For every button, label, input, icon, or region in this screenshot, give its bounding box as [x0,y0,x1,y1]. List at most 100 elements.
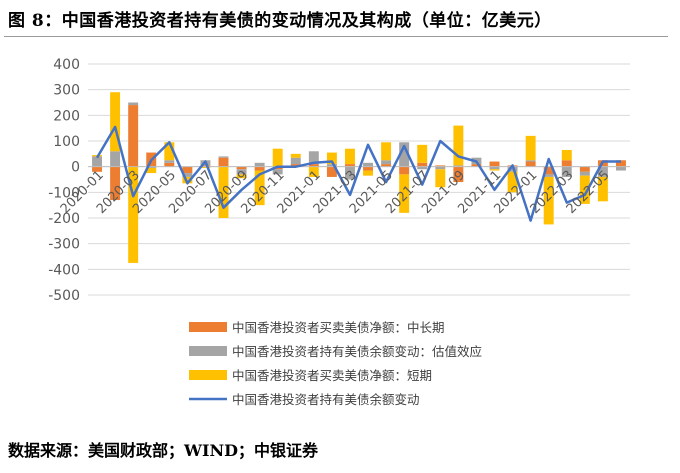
bar-short-term [399,174,410,213]
bar-long-term [489,161,500,167]
legend-label: 中国香港投资者买卖美债净额：中长期 [232,320,445,335]
bar-valuation [489,166,500,170]
bar-valuation [254,162,265,167]
legend-swatch [189,322,227,332]
y-tick-label: 0 [71,160,80,176]
bar-long-term [471,164,482,167]
bar-long-term [290,164,301,167]
bar-long-term [182,166,193,174]
y-tick-label: -100 [48,185,80,201]
bar-short-term [525,135,536,161]
bar-long-term [254,166,265,171]
bar-long-term [308,164,319,167]
bar-valuation [92,156,103,167]
bar-short-term [110,92,121,152]
bar-valuation [308,151,319,165]
bar-short-term [290,153,301,158]
legend-item-total-change: 中国香港投资者持有美债余额变动 [189,392,420,407]
bar-short-term [579,175,590,204]
legend-swatch [189,370,227,380]
bar-short-term [272,148,283,167]
bar-long-term [218,157,229,167]
bar-valuation [218,156,229,158]
line-series-total-change [95,125,621,222]
bar-short-term [344,148,355,165]
y-tick-label: -500 [48,288,80,304]
bar-valuation [128,102,139,106]
bar-valuation [435,166,446,170]
bar-valuation [363,162,374,167]
bar-valuation [290,157,301,165]
bar-short-term [146,167,157,174]
bar-short-term [543,176,554,225]
bar-valuation [344,166,355,180]
bar-short-term [597,176,608,202]
bar-short-term [453,125,464,166]
bar-valuation [272,169,283,175]
bar-short-term [218,166,229,218]
y-tick-label: -200 [48,211,80,227]
bar-short-term [381,142,392,161]
bar-short-term [363,170,374,176]
y-tick-label: 200 [53,108,80,124]
y-tick-label: -400 [48,262,80,278]
bar-long-term [399,166,410,175]
legend-item-long-term: 中国香港投资者买卖美债净额：中长期 [189,320,445,335]
bar-long-term [543,166,554,175]
bar-valuation [597,166,608,177]
bar-valuation [615,166,626,171]
bar-long-term [561,160,572,167]
bar-long-term [579,166,590,172]
total-change-line [95,125,621,222]
bar-valuation [110,151,121,167]
bar-valuation [146,166,157,168]
bar-long-term [236,166,247,170]
bar-valuation [326,164,337,167]
bar-long-term [200,165,211,167]
bar-long-term [363,166,374,171]
bar-short-term [254,170,265,206]
bar-long-term [164,162,175,167]
bar-valuation [525,160,536,162]
bar-short-term [489,169,500,171]
bar-short-term [236,174,247,179]
bar-long-term [381,164,392,167]
bar-valuation [579,171,590,176]
bar-valuation [543,174,554,177]
bar-short-term [308,166,319,177]
legend-label: 中国香港投资者买卖美债净额：短期 [232,368,432,383]
bar-short-term [164,142,175,161]
bar-long-term [453,166,464,183]
legend-label: 中国香港投资者持有美债余额变动：估值效应 [232,344,482,359]
bar-valuation [453,165,464,167]
bar-short-term [561,149,572,161]
bar-short-term [326,152,337,165]
bar-long-term [344,164,355,167]
bar-long-term [525,161,536,167]
y-axis-tick-labels: -500 -400 -300 -200 -100 0 100 200 300 400 [48,57,80,304]
legend: 中国香港投资者买卖美债净额：中长期中国香港投资者持有美债余额变动：估值效应中国香… [189,320,482,407]
bar-valuation [561,166,572,177]
bar-short-term [435,169,446,188]
legend-swatch [189,346,227,356]
bar-valuation [164,160,175,163]
figure-title: 图 8：中国香港投资者持有美债的变动情况及其构成（单位：亿美元） [8,11,552,31]
bar-valuation [381,160,392,165]
bar-long-term [128,105,139,167]
legend-label: 中国香港投资者持有美债余额变动 [232,392,420,407]
bar-valuation [417,166,428,170]
title-divider [4,36,668,37]
bar-short-term [417,144,428,163]
bar-valuation [236,169,247,175]
bar-short-term [128,166,139,263]
data-source-note: 数据来源：美国财政部；WIND；中银证券 [8,441,318,460]
bar-short-term [507,171,518,193]
bar-short-term [200,166,211,168]
bar-long-term [435,165,446,167]
bar-long-term [110,166,121,201]
gridlines [88,63,630,296]
bar-long-term [417,162,428,167]
legend-item-valuation: 中国香港投资者持有美债余额变动：估值效应 [189,344,482,359]
y-tick-label: -300 [48,237,80,253]
